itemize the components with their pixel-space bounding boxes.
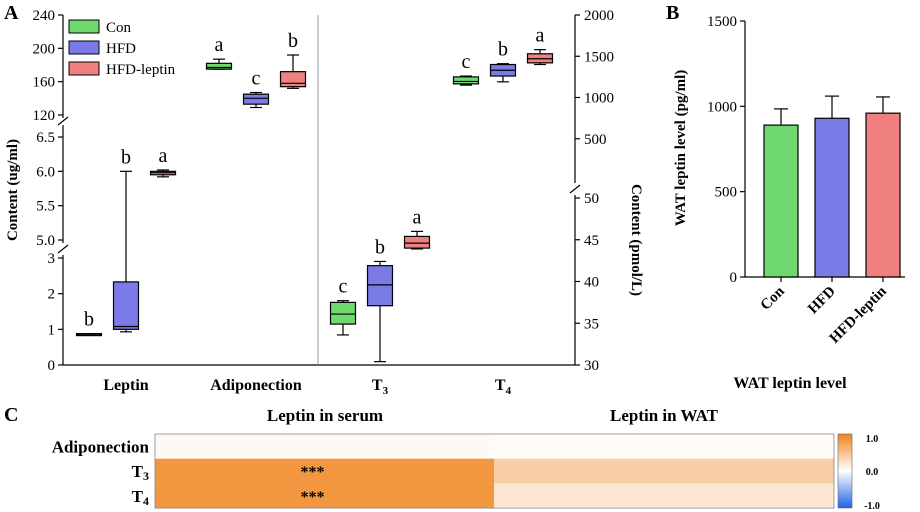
right-axis-tick-label: 45 [584, 233, 599, 249]
heatmap-cell [494, 434, 834, 459]
x-category-label: T4 [495, 377, 512, 397]
b-y-tick-label: 1000 [707, 99, 737, 115]
bar [814, 117, 850, 278]
legend-label: HFD [106, 41, 136, 57]
colorbar [837, 433, 853, 509]
significance-letter: b [121, 146, 131, 168]
panel-b-y-axis-label: WAT leptin level (pg/ml) [673, 70, 689, 227]
significance-letter: b [288, 30, 298, 52]
heatmap-border [154, 433, 835, 509]
significance-letter: a [159, 145, 168, 167]
right-axis-tick-label: 2000 [584, 8, 614, 24]
box [112, 281, 140, 330]
right-axis-tick-label: 500 [584, 132, 607, 148]
panel-b-bars [763, 95, 901, 278]
legend-label: Con [106, 20, 132, 36]
right-axis-tick-label: 1000 [584, 91, 614, 107]
x-category-label: Leptin [103, 377, 148, 394]
significance-letter: b [84, 309, 94, 331]
left-axis-tick-label: 200 [33, 41, 56, 57]
heatmap-column-header: Leptin in WAT [610, 406, 719, 425]
x-category-label: T3 [372, 377, 389, 397]
heatmap-cell [494, 458, 834, 484]
heatmap-row-label: Adiponection [52, 437, 150, 456]
significance-letter: b [498, 39, 508, 61]
b-y-tick-label: 0 [730, 270, 738, 286]
box [242, 93, 270, 105]
significance-letter: a [413, 206, 422, 228]
right-axis-tick-label: 40 [584, 275, 599, 291]
significance-letter: c [252, 68, 261, 90]
heatmap-cells: *** *** [154, 433, 835, 509]
panel-label-c: C [4, 404, 18, 426]
right-axis-tick-label: 35 [584, 316, 599, 332]
significance-letter: c [462, 51, 471, 73]
box [279, 71, 307, 88]
left-axis-tick-label: 5.5 [36, 199, 55, 215]
left-axis-tick-label: 0 [48, 358, 56, 374]
right-axis-tick-label: 50 [584, 191, 599, 207]
panel-label-b: B [666, 2, 679, 24]
box [366, 265, 394, 307]
bar [763, 124, 799, 278]
left-axis-tick-label: 5.0 [36, 233, 55, 249]
heatmap-cell [155, 458, 494, 484]
significance-letter: a [536, 25, 545, 47]
b-y-tick-label: 500 [715, 185, 738, 201]
left-axis-tick-label: 120 [33, 108, 56, 124]
panel-label-a: A [4, 2, 19, 24]
box [205, 62, 233, 70]
left-axis-tick-label: 6.5 [36, 130, 55, 146]
b-x-tick-label: Con [758, 283, 789, 314]
panel-a-legend: Con HFD HFD-leptin [68, 19, 176, 78]
b-y-tick-label: 1500 [707, 14, 737, 30]
heatmap-column-header: Leptin in serum [267, 406, 383, 425]
heatmap-cell [155, 483, 494, 509]
legend-swatch [68, 19, 100, 34]
significance-stars: *** [301, 464, 325, 481]
panel-a-boxes: b b a a c b c b a c b a [75, 25, 554, 363]
left-axis-tick-label: 6.0 [36, 164, 55, 180]
box [452, 76, 480, 85]
axis-break-mark [569, 184, 581, 194]
colorbar-tick-label: 0.0 [866, 467, 879, 478]
left-axis-tick-label: 2 [48, 287, 56, 303]
heatmap-cell [155, 434, 494, 459]
panel-a-axes: 0 1 2 3 5.0 5.5 6.0 6.5 120 160 200 240 30 35 40 45 50 50… [33, 8, 615, 397]
colorbar-ticks: 1.0 0.0 -1.0 [864, 434, 880, 512]
panel-a-left-axis-label: Content (ug/ml) [5, 139, 21, 241]
bar [865, 112, 901, 278]
left-axis-tick-label: 160 [33, 75, 56, 91]
b-x-tick-label: HFD [805, 283, 839, 317]
legend-label: HFD-leptin [106, 62, 176, 78]
significance-letter: c [339, 276, 348, 298]
axis-break-mark [57, 116, 69, 126]
panel-a-right-axis-label: Content (pmol/L) [628, 184, 644, 296]
significance-letter: b [375, 236, 385, 258]
significance-letter: a [215, 34, 224, 56]
right-axis-tick-label: 1500 [584, 49, 614, 65]
heatmap-cell [494, 483, 834, 509]
heatmap-row-label: T4 [132, 487, 149, 508]
left-axis-tick-label: 240 [33, 8, 56, 24]
significance-stars: *** [301, 489, 325, 506]
box [403, 235, 431, 249]
colorbar-tick-label: -1.0 [864, 501, 880, 512]
left-axis-tick-label: 1 [48, 322, 56, 338]
axis-break-mark [57, 244, 69, 254]
left-axis-tick-label: 3 [48, 251, 56, 267]
box [329, 301, 357, 325]
legend-swatch [68, 40, 100, 55]
heatmap-row-labels: Adiponection T3 T4 [52, 437, 150, 507]
panel-b-x-axis-title: WAT leptin level [733, 375, 847, 392]
panel-c-heatmap: Leptin in serum Leptin in WAT *** *** Adi… [52, 406, 880, 512]
right-axis-tick-label: 30 [584, 358, 599, 374]
colorbar-tick-label: 1.0 [866, 434, 879, 445]
panel-a-box-chart: 0 1 2 3 5.0 5.5 6.0 6.5 120 160 200 240 30 35 40 45 50 50… [5, 8, 644, 397]
x-category-label: Adiponection [210, 377, 302, 394]
legend-swatch [68, 61, 100, 76]
heatmap-row-label: T3 [132, 462, 149, 483]
